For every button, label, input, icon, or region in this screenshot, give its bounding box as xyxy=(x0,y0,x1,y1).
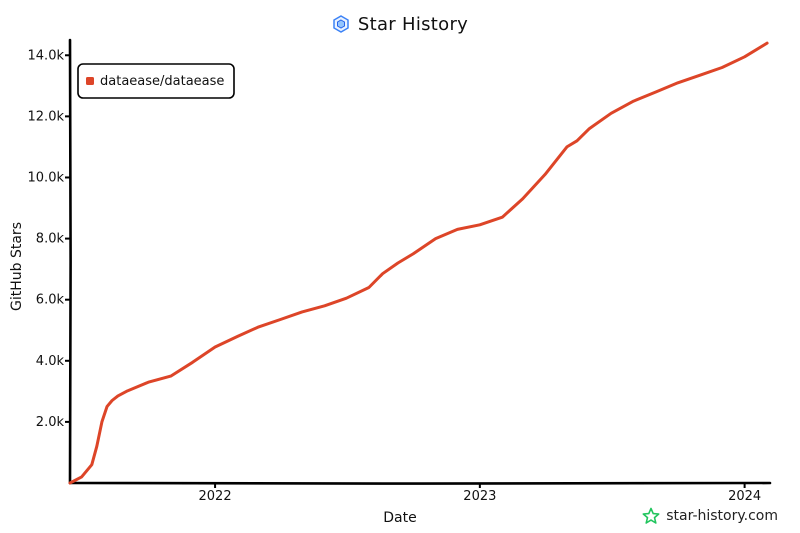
chart-title: Star History xyxy=(357,13,469,35)
y-axis-line xyxy=(68,38,72,485)
x-tick-label: 2022 xyxy=(199,489,232,504)
x-tick-label: 2024 xyxy=(728,489,761,504)
y-tick-label: 12.0k xyxy=(28,109,65,124)
series-line-0 xyxy=(68,41,769,485)
x-axis-title: Date xyxy=(383,510,416,526)
legend-box xyxy=(77,63,235,99)
legend-label: dataease/dataease xyxy=(100,74,224,89)
y-tick-label: 6.0k xyxy=(36,293,65,308)
y-tick-label: 10.0k xyxy=(28,170,65,185)
x-tick-label: 2023 xyxy=(463,489,496,504)
legend-swatch xyxy=(86,77,94,85)
x-axis-line xyxy=(68,481,772,485)
legend: dataease/dataease xyxy=(77,63,235,99)
ticks: 2.0k 4.0k 6.0k 8.0k 10.0k 12.0k 14.0k 2022 2023 2… xyxy=(9,48,761,526)
axes xyxy=(68,38,772,485)
watermark-text: star-history.com xyxy=(666,508,778,524)
y-tick-label: 8.0k xyxy=(36,232,65,247)
star-history-logo-icon xyxy=(332,15,350,33)
y-tick-label: 4.0k xyxy=(36,354,65,369)
y-tick-label: 2.0k xyxy=(36,415,65,430)
y-axis-title: GitHub Stars xyxy=(9,222,25,311)
y-tick-label: 14.0k xyxy=(28,48,65,63)
star-icon xyxy=(642,507,660,525)
watermark: star-history.com xyxy=(642,507,778,525)
series-layer xyxy=(68,41,769,485)
chart-header: Star History xyxy=(0,10,800,38)
